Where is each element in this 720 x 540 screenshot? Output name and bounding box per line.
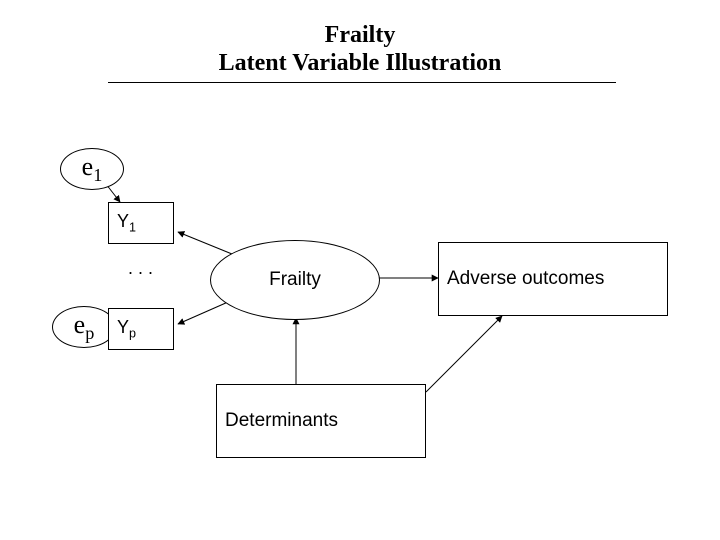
node-determinants: Determinants: [216, 384, 426, 458]
node-y1-label: Y1: [117, 211, 136, 235]
node-e1: e1: [60, 148, 124, 190]
node-y1: Y1: [108, 202, 174, 244]
node-adverse-label: Adverse outcomes: [447, 268, 604, 290]
diagram-canvas: { "type": "flowchart", "canvas": { "widt…: [0, 0, 720, 540]
node-dots: . . .: [128, 258, 153, 279]
node-yp-label: Yp: [117, 317, 136, 341]
node-yp: Yp: [108, 308, 174, 350]
title-underline: [108, 82, 616, 83]
node-ep-label: ep: [74, 310, 95, 344]
edge-frailty-to-yp: [178, 302, 228, 324]
node-determinants-label: Determinants: [225, 410, 338, 432]
node-frailty-label: Frailty: [269, 269, 321, 291]
edge-frailty-to-y1: [178, 232, 232, 254]
title-line1: Frailty: [0, 22, 720, 49]
title-line2: Latent Variable Illustration: [0, 50, 720, 77]
node-adverse-outcomes: Adverse outcomes: [438, 242, 668, 316]
node-frailty: Frailty: [210, 240, 380, 320]
edge-determinants-to-adverse: [426, 316, 502, 392]
node-ep: ep: [52, 306, 116, 348]
node-e1-label: e1: [82, 152, 103, 186]
